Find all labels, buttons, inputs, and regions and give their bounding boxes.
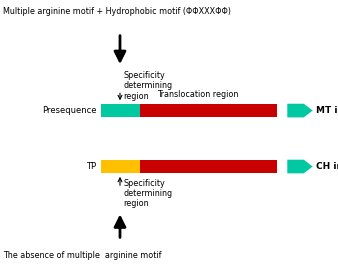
Text: Presequence: Presequence [42, 106, 96, 115]
Text: TP: TP [86, 162, 96, 171]
FancyArrow shape [287, 104, 313, 117]
Text: Translocation region: Translocation region [157, 90, 239, 99]
Text: MT import: MT import [316, 106, 338, 115]
Bar [101, 160, 140, 173]
Bar [140, 104, 277, 117]
Text: Specificity
determining
region: Specificity determining region [123, 179, 172, 208]
Text: Multiple arginine motif + Hydrophobic motif (ΦΦXXXΦΦ): Multiple arginine motif + Hydrophobic mo… [3, 7, 232, 16]
Bar [101, 104, 140, 117]
Text: The absence of multiple  arginine motif: The absence of multiple arginine motif [3, 251, 162, 260]
Bar [140, 160, 277, 173]
Text: CH import: CH import [316, 162, 338, 171]
Text: Specificity
determining
region: Specificity determining region [123, 71, 172, 101]
FancyArrow shape [287, 160, 313, 173]
